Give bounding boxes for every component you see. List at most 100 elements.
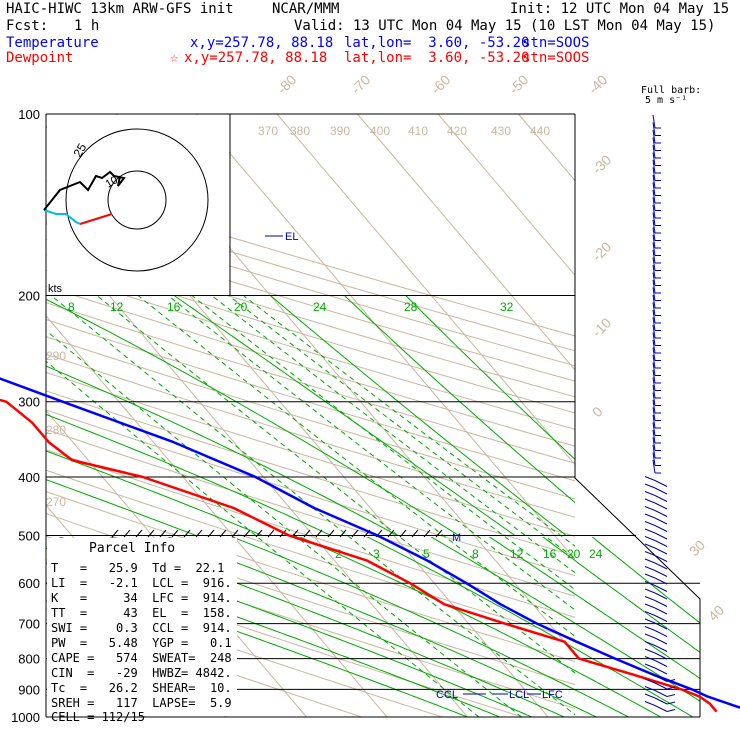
dry-adiabat-line bbox=[46, 583, 443, 717]
mixing-ratio-label: 32 bbox=[500, 300, 514, 314]
isotherm-label: -50 bbox=[506, 71, 532, 97]
wind-barb bbox=[652, 204, 656, 219]
wind-barb bbox=[652, 422, 656, 436]
legend-temperature-stn: stn=SOOS bbox=[522, 35, 590, 51]
wind-barb bbox=[652, 152, 656, 166]
moist-adiabat-line bbox=[46, 479, 197, 536]
legend-dewpoint-label: Dewpoint bbox=[6, 50, 74, 66]
theta-label: 440 bbox=[530, 124, 550, 138]
wind-barb-flag bbox=[666, 709, 676, 712]
wind-barb-flag bbox=[654, 675, 668, 682]
wind-barb bbox=[644, 663, 656, 669]
mixing-ratio-label: 8 bbox=[68, 300, 75, 314]
pressure-tick-label: 300 bbox=[18, 395, 40, 410]
mixing-ratio-line bbox=[46, 360, 480, 717]
dry-adiabat-line bbox=[46, 428, 575, 597]
hatch-mark bbox=[351, 529, 359, 538]
wind-barb bbox=[652, 317, 656, 331]
hatch-mark bbox=[231, 529, 239, 538]
pressure-tick-label: 200 bbox=[18, 289, 40, 304]
theta-label: 280 bbox=[46, 423, 66, 437]
wind-barb bbox=[652, 429, 656, 444]
wind-barb bbox=[652, 264, 656, 279]
init-time: Init: 12 UTC Mon 04 May 15 bbox=[510, 1, 730, 17]
m-label: M bbox=[452, 532, 461, 544]
hatch-mark bbox=[219, 529, 227, 538]
wind-barb-flag bbox=[666, 679, 676, 682]
wind-barb bbox=[644, 611, 656, 616]
isotherm-label: 30 bbox=[686, 537, 708, 559]
mixing-ratio-label: 16 bbox=[167, 300, 181, 314]
wind-barb-flag bbox=[666, 701, 676, 705]
isotherm-line bbox=[46, 315, 388, 717]
hatch-mark bbox=[255, 529, 263, 538]
hatch-mark bbox=[303, 529, 311, 538]
wind-barb bbox=[652, 242, 656, 256]
wind-barb bbox=[652, 257, 656, 271]
wind-barb bbox=[652, 414, 656, 429]
hatch-mark bbox=[327, 529, 335, 538]
moist-adiabat-line bbox=[46, 365, 398, 536]
parcel-row: SWI = 0.3 CCL = 914. bbox=[51, 621, 232, 635]
wind-barb-flag bbox=[654, 487, 668, 495]
hodograph-ring-outer bbox=[65, 128, 209, 272]
isotherm-label: -30 bbox=[589, 151, 615, 177]
isotherm-label: -10 bbox=[589, 314, 615, 340]
wind-barb-flag bbox=[654, 517, 668, 525]
wind-barb-flag bbox=[654, 690, 668, 697]
wind-barb bbox=[644, 521, 656, 526]
org-label: NCAR/MMM bbox=[272, 1, 340, 17]
wind-barb bbox=[644, 618, 656, 624]
pressure-tick-label: 500 bbox=[18, 528, 40, 543]
wind-barb bbox=[652, 272, 656, 286]
hodograph-trace-low bbox=[79, 213, 113, 225]
legend-dewpoint-stn: stn=SOOS bbox=[522, 50, 590, 66]
moist-adiabat-line bbox=[228, 537, 629, 717]
mixing-ratio-label: 5 bbox=[423, 547, 430, 561]
pressure-tick-label: 100 bbox=[18, 107, 40, 122]
pressure-tick-label: 400 bbox=[18, 470, 40, 485]
wind-barb bbox=[652, 197, 656, 211]
wind-barb bbox=[652, 294, 656, 309]
wind-barb bbox=[652, 309, 656, 324]
wind-barb-flag bbox=[654, 585, 668, 592]
dry-adiabat-line bbox=[46, 318, 575, 482]
wind-barb bbox=[652, 302, 656, 316]
hatch-mark bbox=[423, 529, 431, 538]
lcl-label: LCL bbox=[509, 689, 529, 701]
wind-barb bbox=[644, 476, 656, 481]
mixing-ratio-label: 8 bbox=[472, 547, 479, 561]
mixing-ratio-label: 20 bbox=[234, 300, 248, 314]
parcel-row: TT = 43 EL = 158. bbox=[51, 606, 232, 620]
wind-barb bbox=[652, 189, 656, 204]
wind-barb bbox=[652, 362, 656, 376]
theta-label: 400 bbox=[370, 124, 390, 138]
wind-barb-flag bbox=[654, 652, 668, 660]
moist-adiabat-line bbox=[46, 450, 263, 536]
dry-adiabat-line bbox=[46, 409, 575, 577]
wind-barb bbox=[644, 581, 656, 586]
hatch-mark bbox=[123, 529, 131, 538]
hatch-mark bbox=[195, 529, 203, 538]
wind-barb bbox=[644, 603, 656, 609]
dry-adiabat-line bbox=[46, 238, 575, 398]
pressure-tick-label: 700 bbox=[18, 617, 40, 632]
moist-adiabat-line bbox=[46, 413, 332, 536]
wind-barb bbox=[644, 656, 656, 661]
wind-barb bbox=[652, 332, 656, 346]
wind-barb-flag bbox=[666, 686, 676, 690]
moist-adiabat-line bbox=[296, 537, 661, 717]
wind-barb-flag bbox=[654, 637, 668, 645]
wind-barb-flag bbox=[654, 592, 668, 600]
wind-barb bbox=[644, 566, 656, 571]
wind-barb bbox=[644, 678, 656, 684]
wind-barb bbox=[652, 234, 656, 249]
isotherm-line bbox=[276, 114, 575, 466]
hatch-mark bbox=[435, 529, 443, 538]
mixing-ratio-line bbox=[137, 295, 575, 637]
wind-barb bbox=[652, 122, 656, 136]
parcel-row: SREH = 117 LAPSE= 5.9 bbox=[51, 696, 232, 710]
hatch-mark bbox=[399, 529, 407, 538]
legend-temperature-xy: x,y=257.78, 88.18 bbox=[190, 35, 334, 51]
level-markers: EL M CCL LCL LFC bbox=[265, 231, 563, 701]
